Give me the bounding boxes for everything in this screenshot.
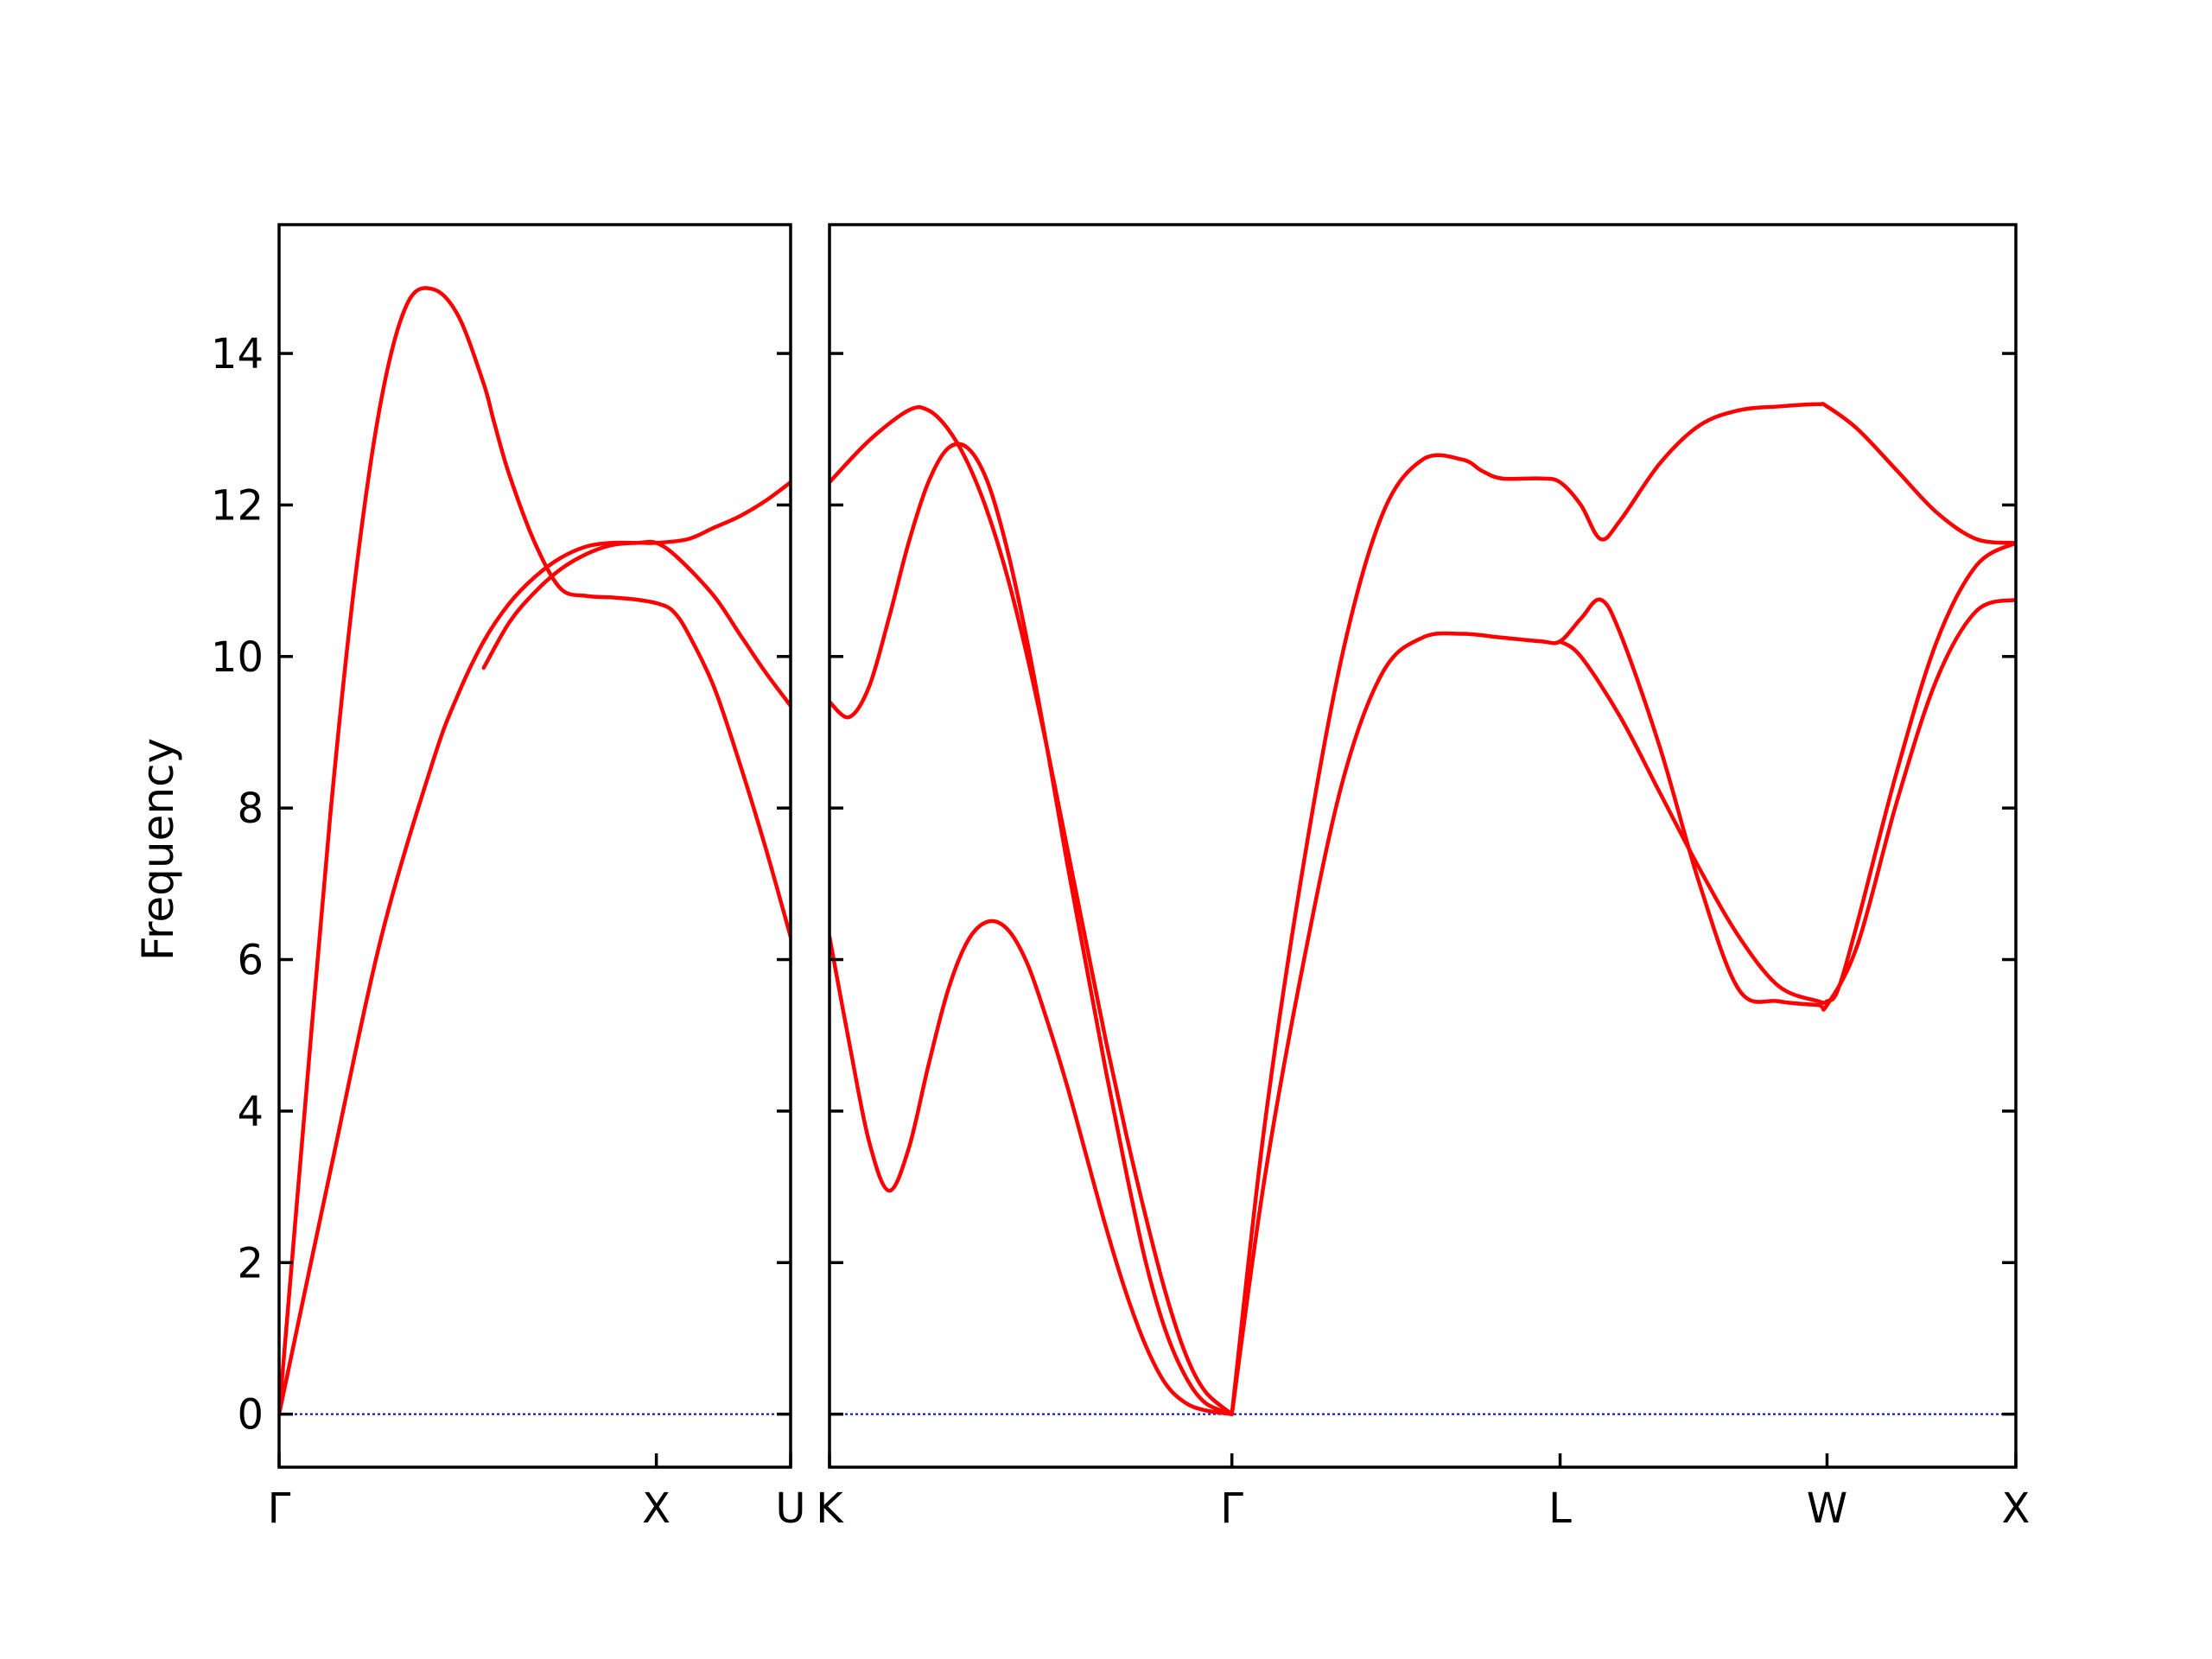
y-tick-label: 6 [237,937,264,985]
plot-frame [828,223,2018,1469]
panel-left: 0 2 4 6 8 10 12 14 Γ X U [211,223,806,1533]
y-tick-label: 14 [211,330,264,378]
band-line-5 [1230,597,2016,1416]
band-series-group [830,402,2016,1416]
y-tick-label: 2 [237,1239,264,1287]
x-tick-label-Γ: Γ [1220,1484,1243,1533]
x-tick-label-L: L [1548,1484,1572,1533]
x-tick-label-X: X [642,1484,671,1533]
x-tick-label-X: X [2002,1484,2031,1533]
band-line-4 [1230,402,2016,1416]
band-line-1 [830,918,1234,1416]
y-tick-label: 4 [237,1088,264,1136]
y-tick-label: 8 [237,785,264,833]
y-axis-label: Frequency [133,738,183,961]
x-tick-label-Γ: Γ [268,1484,291,1533]
x-tick-label-W: W [1807,1484,1847,1533]
band-line-3 [481,480,791,671]
x-tick-label-K: K [816,1484,844,1533]
band-line-2 [830,442,1234,1416]
band-line-6 [1558,541,2016,1005]
x-tick-label-U: U [775,1484,805,1533]
band-line-3 [830,405,1234,1416]
band-line-1 [279,286,791,1416]
y-tick-label: 0 [237,1391,264,1440]
y-tick-label: 12 [211,481,264,530]
band-line-2 [279,539,791,1416]
y-tick-label: 10 [211,633,264,682]
band-series-group [279,286,791,1416]
plot-frame [277,223,792,1469]
